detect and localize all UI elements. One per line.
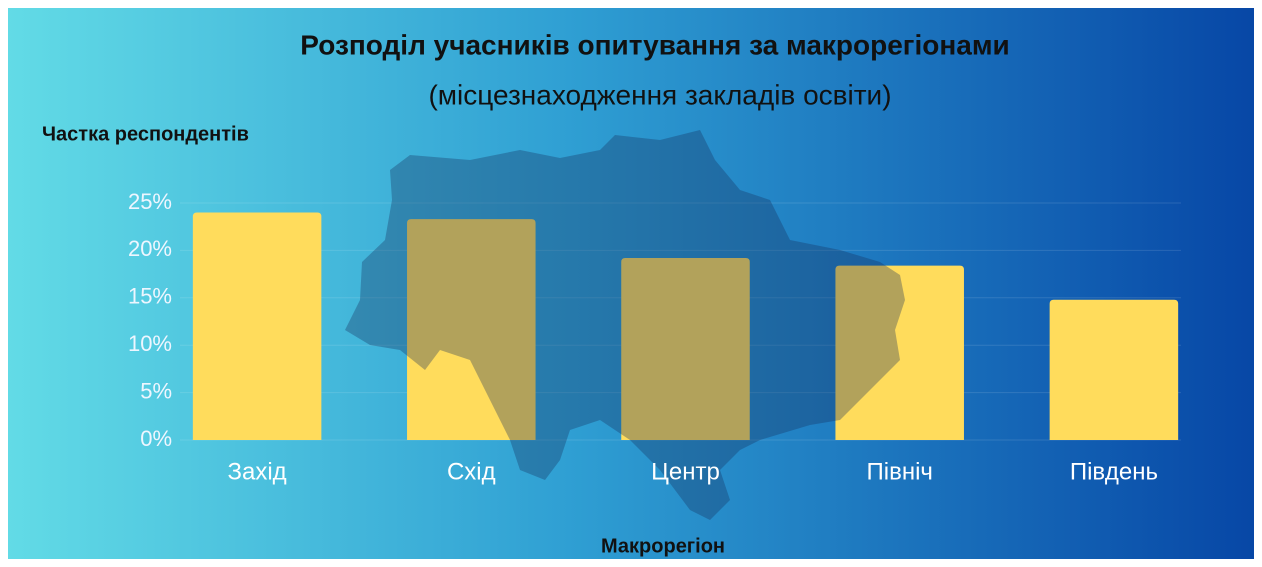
bar [835, 265, 964, 440]
labels: 0% 5% 10% 15% 20% 25% Захід Схід Центр Північ Півд… [128, 189, 1158, 486]
y-tick-label: 10% [128, 331, 172, 356]
y-tick-label: 5% [140, 378, 172, 403]
bar [407, 219, 536, 440]
x-tick-label: Центр [651, 458, 720, 485]
map-silhouette [345, 130, 905, 520]
x-tick-label: Захід [228, 458, 287, 485]
chart-subtitle: (місцезнаходження закладів освіти) [428, 79, 891, 110]
y-tick-label: 25% [128, 189, 172, 214]
y-tick-label: 0% [140, 426, 172, 451]
bar [621, 257, 750, 440]
x-tick-label: Північ [866, 458, 932, 485]
x-axis-label: Макрорегіон [601, 535, 725, 557]
y-axis-label: Частка респондентів [42, 123, 249, 145]
bars [192, 212, 1179, 440]
bar [192, 212, 322, 440]
chart-title: Розподіл учасників опитування за макроре… [300, 29, 1010, 60]
y-tick-label: 15% [128, 284, 172, 309]
y-tick-label: 20% [128, 236, 172, 261]
bar [1049, 299, 1179, 440]
x-tick-label: Схід [447, 458, 496, 485]
x-tick-label: Південь [1070, 458, 1158, 485]
